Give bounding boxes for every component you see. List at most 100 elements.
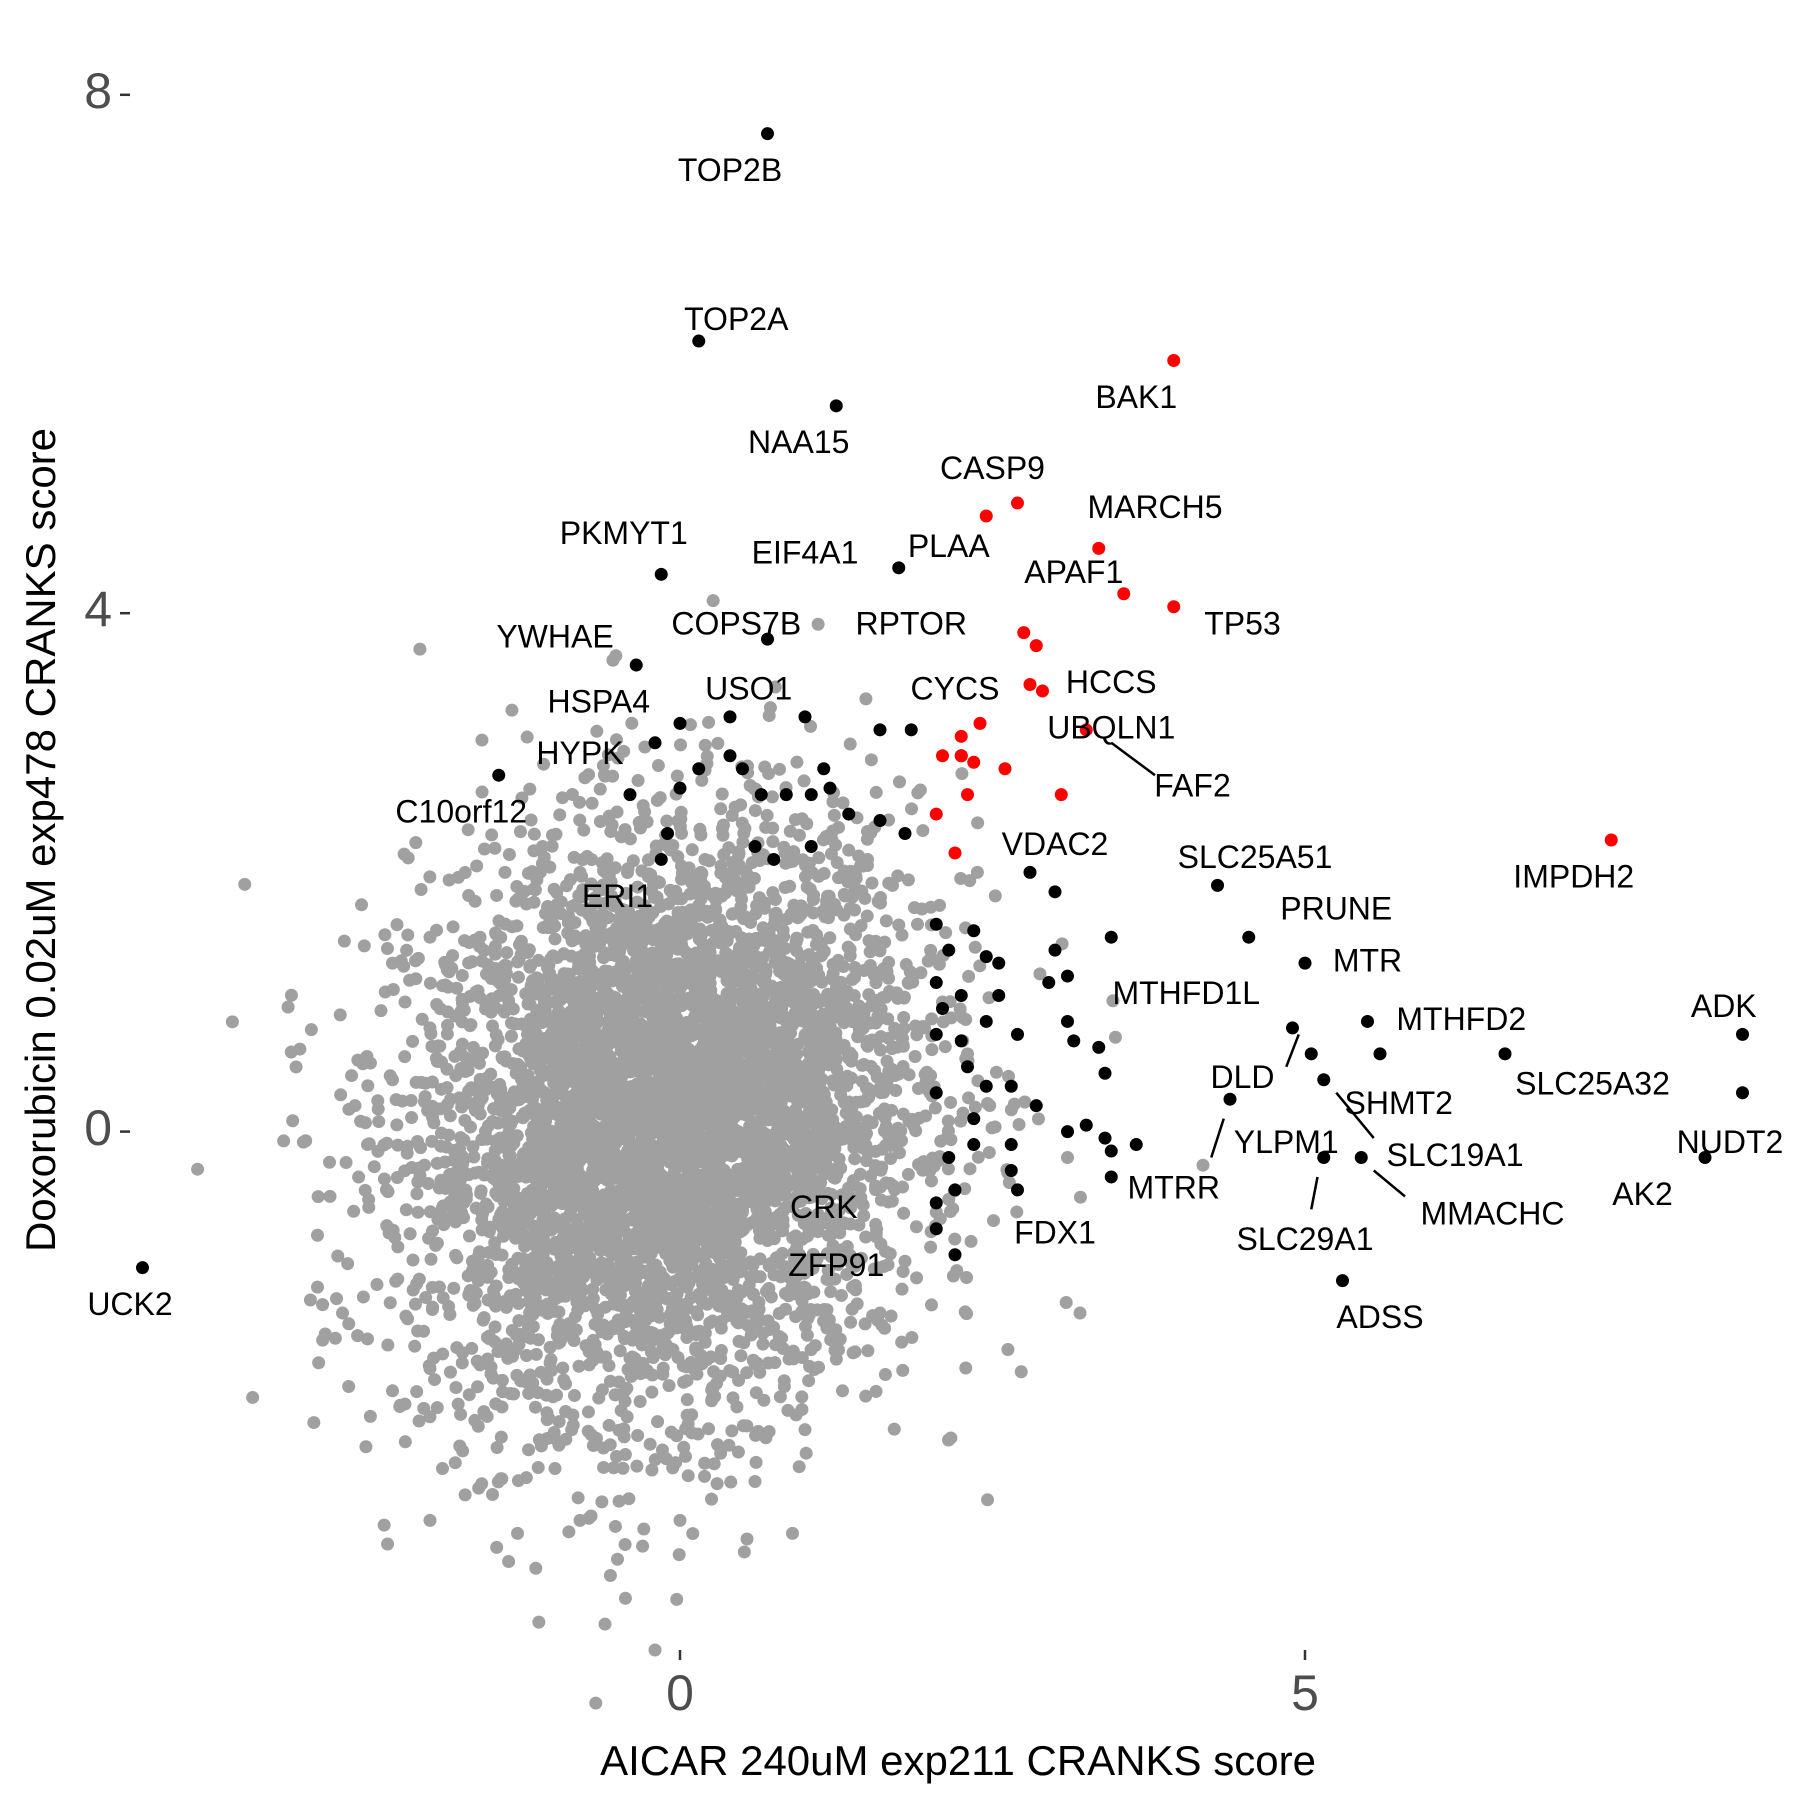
background-point — [754, 1151, 768, 1165]
background-point — [960, 1307, 974, 1321]
background-point — [691, 1427, 705, 1441]
background-point — [634, 1294, 648, 1308]
background-point — [924, 943, 938, 957]
background-point — [821, 1186, 835, 1200]
background-point — [607, 1225, 621, 1239]
background-point — [790, 1195, 804, 1209]
background-point — [864, 753, 878, 767]
background-point — [342, 1379, 356, 1393]
background-point — [735, 1167, 749, 1181]
background-point — [629, 1319, 643, 1333]
background-point — [692, 989, 706, 1003]
background-point — [397, 847, 411, 861]
background-point — [724, 1179, 738, 1193]
background-point — [889, 1083, 903, 1097]
background-point — [970, 865, 984, 879]
background-point — [331, 1249, 345, 1263]
background-point — [842, 1051, 856, 1065]
background-point — [633, 1395, 647, 1409]
background-point — [536, 1248, 550, 1262]
background-point — [892, 918, 906, 932]
background-point — [655, 1443, 669, 1457]
background-point — [754, 933, 768, 947]
background-point — [630, 1362, 644, 1376]
background-point — [686, 1527, 700, 1541]
background-point — [609, 649, 623, 663]
background-point — [693, 1218, 707, 1232]
background-point — [371, 1094, 385, 1108]
background-point — [571, 1491, 585, 1505]
background-point — [358, 1116, 372, 1130]
background-point — [1010, 1205, 1024, 1219]
background-point — [903, 965, 917, 979]
background-point — [704, 1350, 718, 1364]
background-point — [821, 987, 835, 1001]
background-point — [594, 1350, 608, 1364]
background-point — [1196, 1158, 1210, 1172]
background-point — [529, 1561, 543, 1575]
background-point — [311, 1190, 325, 1204]
background-point — [878, 1368, 892, 1382]
background-point — [446, 920, 460, 934]
background-point — [960, 1271, 974, 1285]
background-point — [520, 1150, 534, 1164]
background-point — [657, 1346, 671, 1360]
background-point — [748, 804, 762, 818]
background-point — [905, 802, 919, 816]
background-point — [590, 1200, 604, 1214]
background-point — [1002, 1069, 1016, 1083]
background-point — [756, 951, 770, 965]
background-point — [673, 1271, 687, 1285]
background-point — [728, 1110, 742, 1124]
background-point — [700, 749, 714, 763]
background-point — [779, 1054, 793, 1068]
background-point — [731, 1445, 745, 1459]
background-point — [636, 799, 650, 813]
background-point — [645, 1385, 659, 1399]
background-point — [799, 859, 813, 873]
background-point — [576, 853, 590, 867]
background-point — [666, 1461, 680, 1475]
background-point — [434, 1139, 448, 1153]
background-point — [541, 961, 555, 975]
background-point — [461, 823, 475, 837]
background-point — [826, 957, 840, 971]
background-point — [468, 1166, 482, 1180]
background-point — [572, 1359, 586, 1373]
background-point — [524, 813, 538, 827]
background-point — [750, 1044, 764, 1058]
background-point — [475, 785, 489, 799]
background-point — [669, 884, 683, 898]
background-point — [659, 1205, 673, 1219]
background-point — [803, 1105, 817, 1119]
background-point — [815, 975, 829, 989]
background-point — [885, 1062, 899, 1076]
background-point — [540, 1413, 554, 1427]
background-point — [776, 1342, 790, 1356]
background-point — [956, 1106, 970, 1120]
background-point — [737, 1222, 751, 1236]
background-point — [834, 1288, 848, 1302]
background-point — [615, 1069, 629, 1083]
background-point — [742, 1278, 756, 1292]
background-point — [296, 1135, 310, 1149]
background-point — [971, 1150, 985, 1164]
background-point — [390, 1118, 404, 1132]
background-point — [761, 1356, 775, 1370]
background-point — [878, 935, 892, 949]
background-point — [468, 1103, 482, 1117]
background-point — [698, 1335, 712, 1349]
background-point — [685, 843, 699, 857]
background-point — [869, 1183, 883, 1197]
background-point — [869, 1217, 883, 1231]
background-point — [511, 955, 525, 969]
background-point — [859, 1230, 873, 1244]
background-point — [511, 892, 525, 906]
background-point — [887, 1422, 901, 1436]
background-point — [944, 1095, 958, 1109]
background-point — [715, 787, 729, 801]
background-point — [897, 1206, 911, 1220]
background-point — [651, 759, 665, 773]
background-point — [412, 1272, 426, 1286]
background-point — [304, 1023, 318, 1037]
